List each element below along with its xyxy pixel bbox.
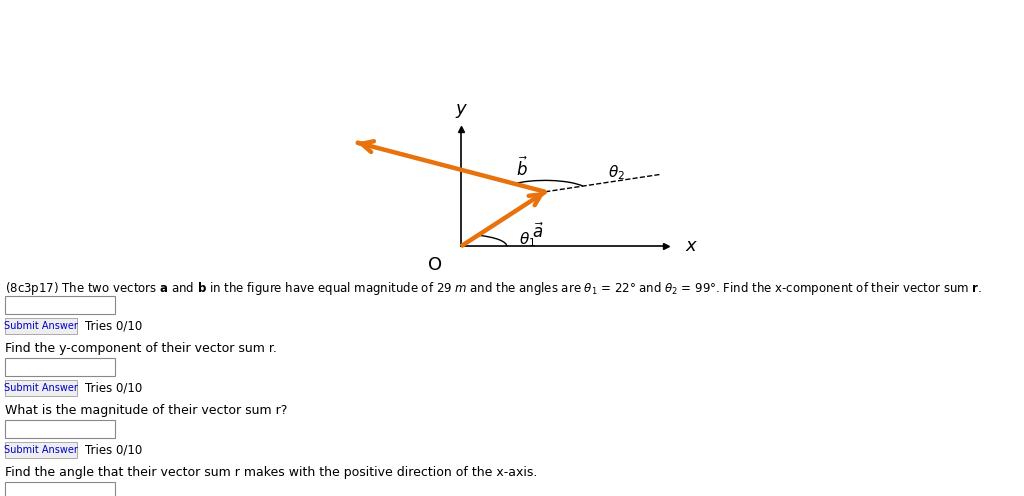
Bar <box>5 442 77 458</box>
Text: Tries 0/10: Tries 0/10 <box>85 319 142 332</box>
Text: $\vec{b}$: $\vec{b}$ <box>516 157 528 180</box>
Bar <box>5 296 115 314</box>
Text: Submit Answer: Submit Answer <box>4 383 78 393</box>
Text: $\vec{a}$: $\vec{a}$ <box>532 223 544 242</box>
Text: y: y <box>456 100 466 118</box>
Text: Submit Answer: Submit Answer <box>4 445 78 455</box>
Bar <box>5 318 77 334</box>
Text: Find the y-component of their vector sum r.: Find the y-component of their vector sum… <box>5 342 276 355</box>
Text: O: O <box>428 256 442 274</box>
Text: What is the magnitude of their vector sum r?: What is the magnitude of their vector su… <box>5 404 288 417</box>
Text: x: x <box>686 238 696 255</box>
Text: $\theta_2$: $\theta_2$ <box>608 164 626 183</box>
Text: (8c3p17) The two vectors $\mathbf{a}$ and $\mathbf{b}$ in the figure have equal : (8c3p17) The two vectors $\mathbf{a}$ an… <box>5 280 982 297</box>
Text: $\theta_1$: $\theta_1$ <box>519 230 536 249</box>
Text: Tries 0/10: Tries 0/10 <box>85 381 142 394</box>
Text: Find the angle that their vector sum r makes with the positive direction of the : Find the angle that their vector sum r m… <box>5 466 538 479</box>
Text: Submit Answer: Submit Answer <box>4 321 78 331</box>
Text: Tries 0/10: Tries 0/10 <box>85 443 142 456</box>
Bar <box>5 380 77 396</box>
Bar <box>5 482 115 496</box>
Bar <box>5 420 115 438</box>
Bar <box>5 358 115 376</box>
